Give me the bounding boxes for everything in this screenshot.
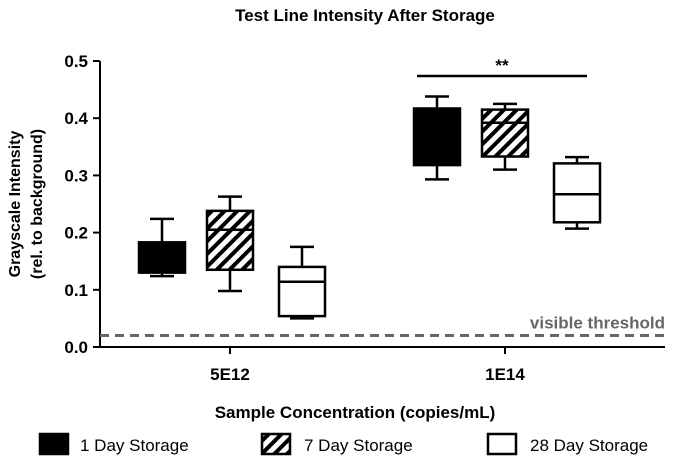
- y-tick-label: 0.0: [64, 338, 88, 357]
- y-axis-label-line2: (rel. to background): [29, 129, 46, 279]
- box-iqr: [412, 107, 462, 167]
- legend-item: 1 Day Storage: [38, 432, 189, 456]
- legend-label: 28 Day Storage: [530, 436, 648, 455]
- legend-swatch: [486, 432, 518, 456]
- box-iqr: [277, 265, 327, 318]
- y-tick-label: 0.2: [64, 224, 88, 243]
- box-iqr: [480, 108, 530, 158]
- y-tick-label: 0.4: [64, 109, 88, 128]
- box-1-5E12: [137, 217, 187, 278]
- box-2-5E12: [205, 195, 255, 293]
- x-tick-label: 5E12: [210, 365, 250, 384]
- y-tick-label: 0.1: [64, 281, 88, 300]
- legend-swatch: [260, 432, 292, 456]
- legend-item: 7 Day Storage: [260, 432, 413, 456]
- box-3-1E14: [552, 155, 602, 230]
- legend-swatch: [38, 432, 70, 456]
- y-axis: 0.0 0.1 0.2 0.3 0.4 0.5: [64, 52, 101, 357]
- box-iqr: [552, 162, 602, 224]
- threshold-label: visible threshold: [530, 314, 665, 333]
- box-1-1E14: [412, 95, 462, 181]
- threshold-line-group: visible threshold: [100, 314, 665, 338]
- box-2-1E14: [480, 102, 530, 171]
- y-tick-label: 0.5: [64, 52, 88, 71]
- legend-item: 28 Day Storage: [486, 432, 648, 456]
- y-axis-label: Grayscale Intensity (rel. to background): [7, 129, 46, 279]
- significance-annotation: **: [417, 56, 587, 78]
- box-3-5E12: [277, 245, 327, 320]
- chart-title: Test Line Intensity After Storage: [235, 6, 495, 25]
- legend: 1 Day Storage 7 Day Storage 28 Day Storage: [38, 432, 648, 456]
- y-tick-label: 0.3: [64, 166, 88, 185]
- y-axis-label-line1: Grayscale Intensity: [7, 131, 24, 278]
- x-tick-label: 1E14: [485, 365, 525, 384]
- box-iqr: [205, 209, 255, 272]
- significance-label: **: [495, 56, 509, 75]
- x-axis-label: Sample Concentration (copies/mL): [215, 403, 496, 422]
- x-axis: 5E12 1E14: [100, 346, 665, 384]
- legend-label: 1 Day Storage: [80, 436, 189, 455]
- legend-label: 7 Day Storage: [304, 436, 413, 455]
- box-series: [137, 95, 602, 320]
